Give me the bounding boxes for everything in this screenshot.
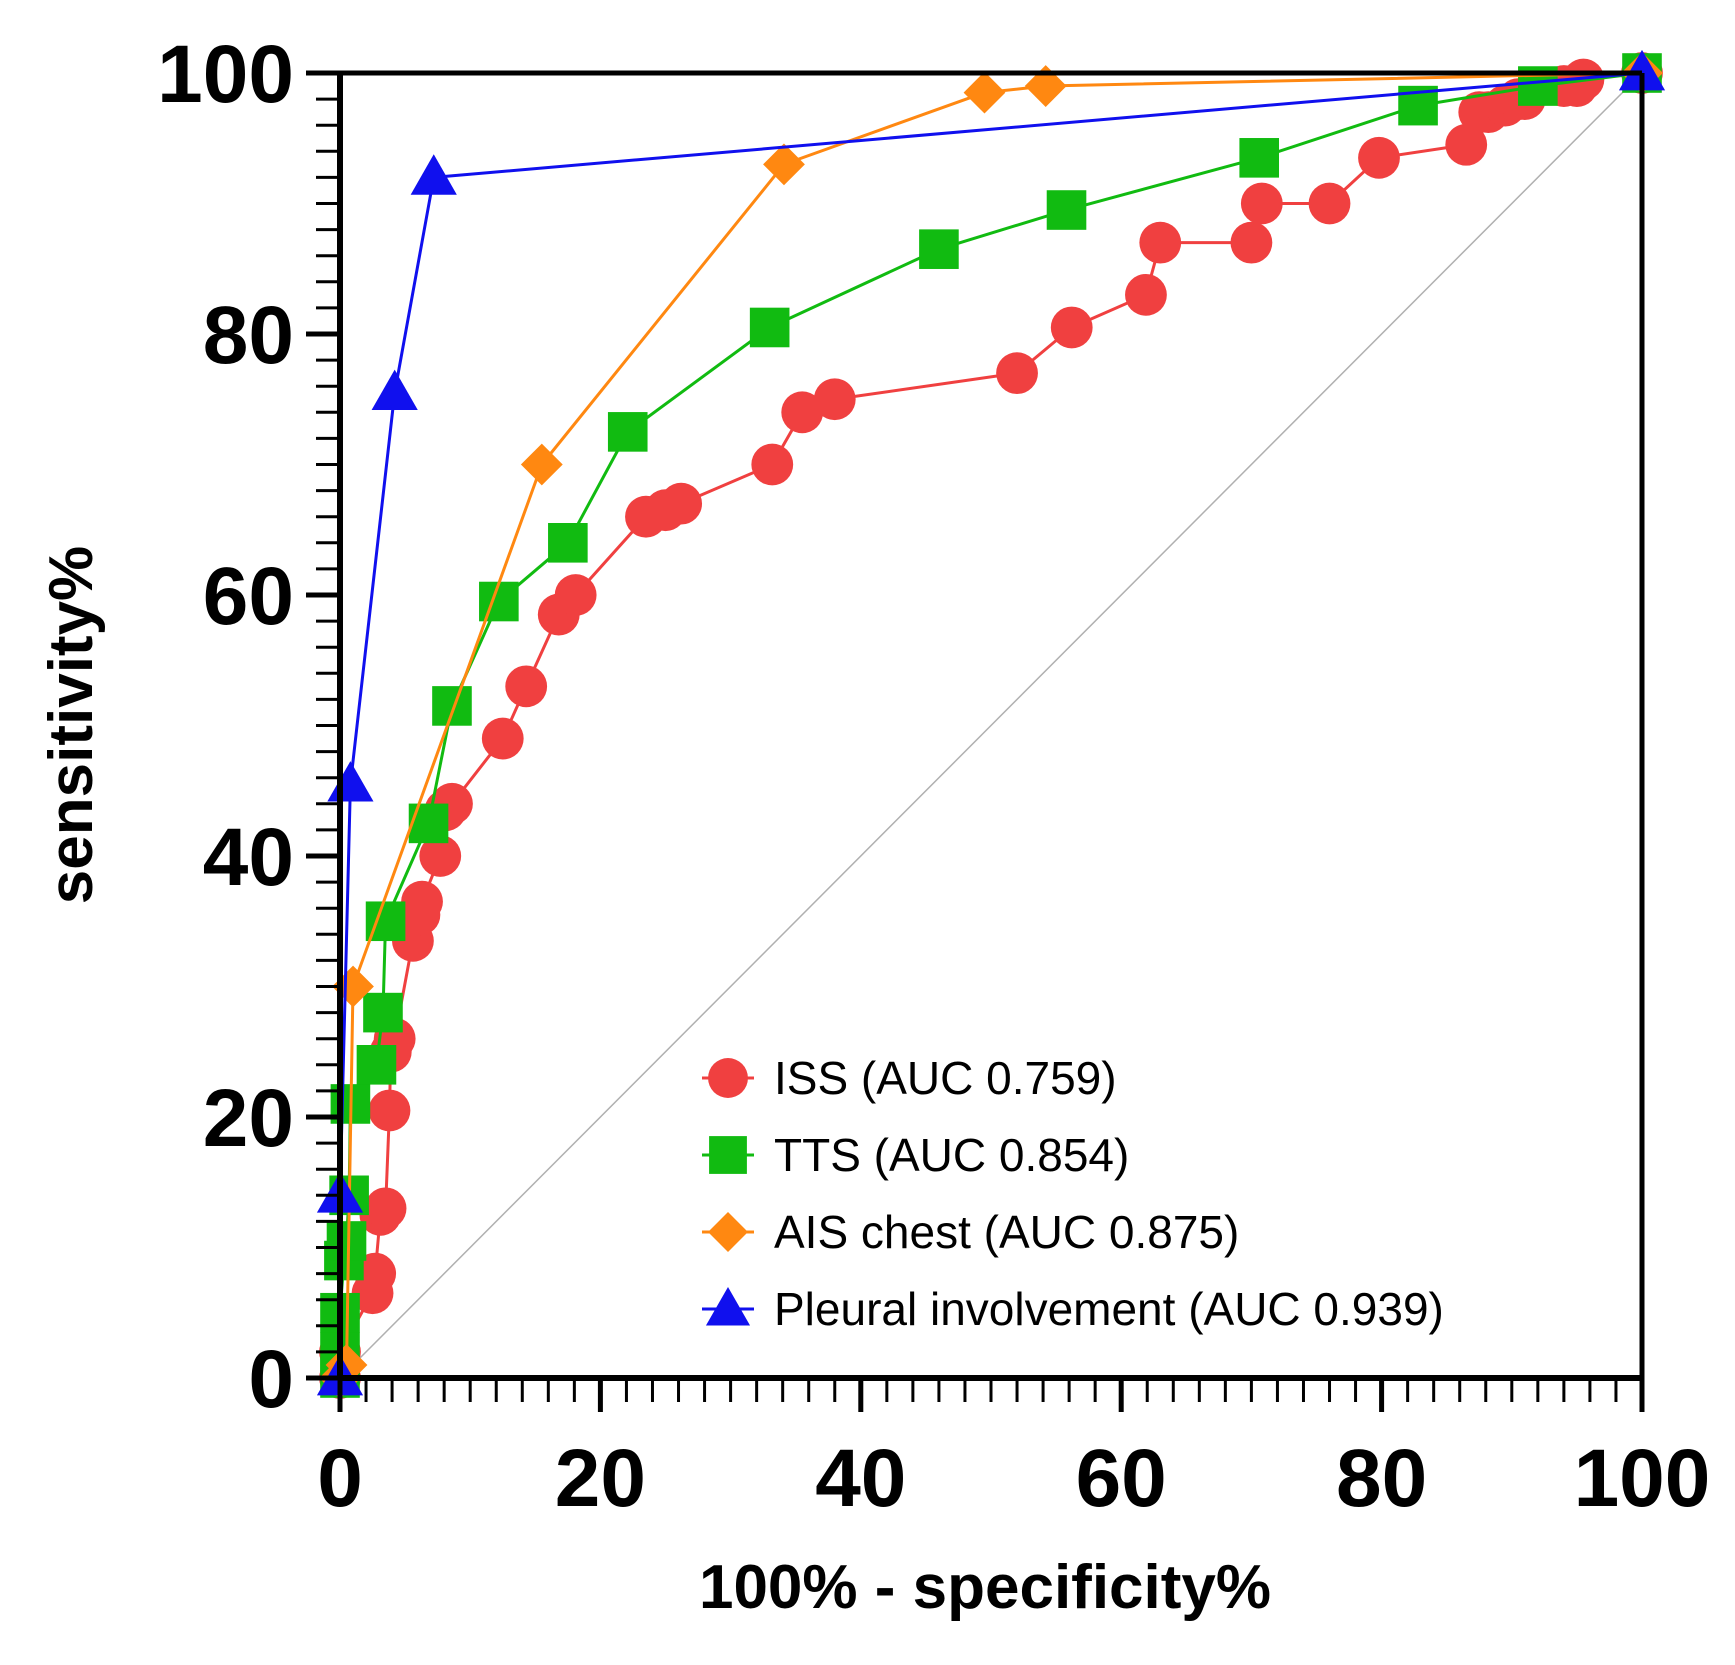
data-point-square xyxy=(326,1221,367,1261)
x-tick-label: 0 xyxy=(317,1433,363,1524)
data-point-square xyxy=(919,229,959,269)
tick-labels: 0 20 40 60 80 100 0 20 40 60 80 100 xyxy=(157,29,1710,1524)
x-axis-title: 100% - specificity% xyxy=(699,1553,1271,1622)
legend-label: AIS chest (AUC 0.875) xyxy=(774,1206,1239,1258)
data-point-square xyxy=(356,1045,397,1085)
data-point-circle xyxy=(505,665,548,708)
y-tick-label: 40 xyxy=(203,812,294,903)
legend-marker-square xyxy=(709,1136,747,1174)
data-point-diamond xyxy=(520,443,563,486)
data-point-circle xyxy=(1050,306,1093,349)
data-point-square xyxy=(607,412,648,452)
data-point-triangle xyxy=(410,154,457,195)
y-tick-label: 100 xyxy=(157,29,294,120)
data-point-circle xyxy=(419,835,462,877)
legend-item: Pleural involvement (AUC 0.939) xyxy=(702,1283,1444,1335)
data-point-circle xyxy=(1139,221,1182,264)
legend-label: ISS (AUC 0.759) xyxy=(774,1052,1117,1104)
legend-marker-circle xyxy=(708,1058,748,1098)
data-point-circle xyxy=(554,574,597,616)
legend-marker-diamond xyxy=(708,1212,748,1252)
data-point-circle xyxy=(481,717,524,760)
legend-item: AIS chest (AUC 0.875) xyxy=(702,1206,1239,1258)
data-point-square xyxy=(548,523,588,563)
y-tick-label: 20 xyxy=(203,1073,294,1164)
x-tick-label: 40 xyxy=(815,1433,906,1524)
data-point-triangle xyxy=(1618,49,1666,91)
data-point-circle xyxy=(1240,182,1283,225)
data-point-circle xyxy=(354,1252,397,1295)
axes xyxy=(306,70,1645,1412)
legend-label: Pleural involvement (AUC 0.939) xyxy=(774,1283,1444,1335)
data-point-circle xyxy=(364,1187,407,1230)
data-point-circle xyxy=(1358,136,1400,179)
data-point-triangle xyxy=(371,369,418,411)
data-point-circle xyxy=(751,443,794,486)
data-point-diamond xyxy=(1024,65,1067,107)
data-point-circle xyxy=(1308,182,1351,225)
x-tick-label: 20 xyxy=(555,1433,646,1524)
legend-item: TTS (AUC 0.854) xyxy=(702,1129,1129,1181)
data-point-circle xyxy=(1125,273,1167,316)
data-point-circle xyxy=(813,378,856,421)
y-tick-label: 0 xyxy=(248,1334,294,1425)
x-tick-label: 60 xyxy=(1076,1433,1167,1524)
legend-marker-triangle xyxy=(705,1286,751,1326)
x-tick-label: 80 xyxy=(1336,1433,1427,1524)
y-tick-label: 60 xyxy=(203,551,294,642)
y-axis-title: sensitivity% xyxy=(37,546,106,904)
data-point-circle xyxy=(1445,123,1488,166)
x-tick-label: 100 xyxy=(1574,1433,1711,1524)
data-point-circle xyxy=(781,391,824,434)
data-point-square xyxy=(749,307,790,348)
data-point-square xyxy=(432,686,472,726)
data-point-diamond xyxy=(763,143,805,186)
data-point-circle xyxy=(996,352,1038,395)
data-point-circle xyxy=(1230,221,1273,264)
data-point-square xyxy=(1046,190,1087,230)
data-point-circle xyxy=(401,880,443,923)
data-point-square xyxy=(479,581,519,622)
data-point-diamond xyxy=(325,1344,368,1386)
legend-label: TTS (AUC 0.854) xyxy=(774,1129,1129,1181)
diagonal-reference-line xyxy=(339,72,1643,1379)
data-point-square xyxy=(363,992,403,1033)
data-point-circle xyxy=(660,482,703,525)
data-point-circle xyxy=(368,1089,411,1132)
y-tick-label: 80 xyxy=(203,290,294,381)
legend-item: ISS (AUC 0.759) xyxy=(702,1052,1117,1104)
data-point-triangle xyxy=(327,761,374,802)
data-point-diamond xyxy=(963,71,1006,114)
data-point-square xyxy=(408,803,449,844)
legend: ISS (AUC 0.759) TTS (AUC 0.854) AIS chest … xyxy=(702,1052,1444,1335)
data-point-square xyxy=(1239,138,1280,178)
